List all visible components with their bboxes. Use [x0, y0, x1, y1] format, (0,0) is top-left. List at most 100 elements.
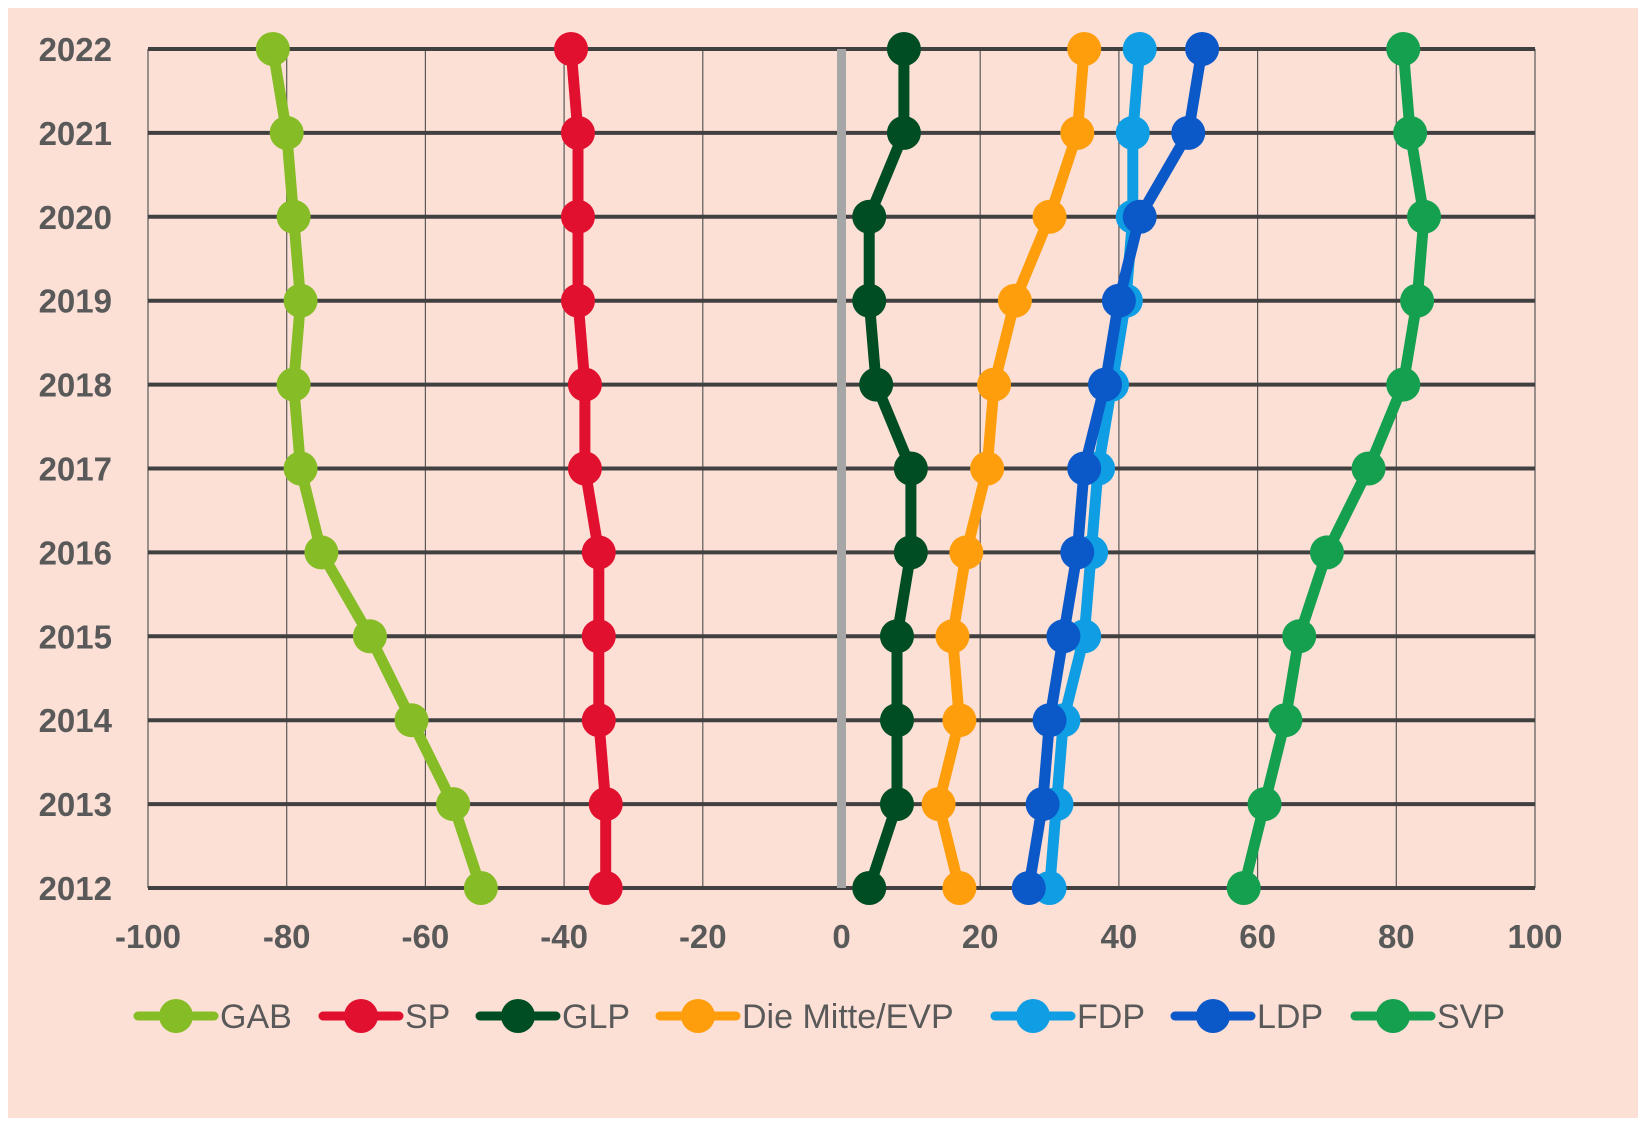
data-point [942, 703, 977, 738]
data-point [1011, 871, 1046, 905]
data-point [1046, 619, 1081, 654]
data-point [581, 703, 616, 738]
y-axis-ticks: 2012 2013 2014 2015 2016 2017 2018 2019 2020 2021… [39, 31, 113, 907]
data-point [554, 32, 589, 66]
legend-label: SVP [1437, 998, 1505, 1036]
series-die-mitte-evp [921, 32, 1102, 905]
data-point [893, 451, 928, 486]
legend-label: GAB [220, 998, 292, 1036]
data-point [588, 871, 623, 905]
y-tick-label: 2018 [39, 367, 112, 404]
data-point [560, 115, 595, 150]
legend-marker [501, 999, 535, 1033]
data-point [942, 871, 977, 905]
data-point [269, 115, 304, 150]
data-point [1067, 32, 1102, 66]
series-glp [852, 32, 928, 905]
data-point [886, 32, 921, 66]
data-point [1060, 535, 1095, 570]
data-point [1386, 32, 1421, 66]
legend-marker [681, 999, 715, 1033]
data-point [879, 619, 914, 654]
data-point [1115, 115, 1150, 150]
data-point [1032, 703, 1067, 738]
data-point [1407, 199, 1442, 234]
data-point [879, 787, 914, 822]
data-point [560, 199, 595, 234]
chart-background [8, 8, 1638, 1118]
legend-marker [159, 999, 193, 1033]
y-tick-label: 2012 [39, 870, 112, 907]
y-tick-label: 2022 [39, 31, 112, 68]
legend-item: SP [318, 998, 450, 1036]
legend-label: GLP [562, 998, 630, 1036]
data-point [997, 283, 1032, 318]
data-point [1101, 283, 1136, 318]
data-point [1309, 535, 1344, 570]
data-point [1400, 283, 1435, 318]
data-point [581, 535, 616, 570]
y-tick-label: 2019 [39, 283, 112, 320]
y-tick-label: 2020 [39, 199, 112, 236]
legend-label: LDP [1257, 998, 1323, 1036]
y-tick-label: 2021 [39, 115, 112, 152]
data-point [852, 871, 887, 905]
series-gab [255, 32, 498, 905]
data-point [1268, 703, 1303, 738]
legend-item: GAB [133, 998, 292, 1036]
data-point [1067, 451, 1102, 486]
y-tick-label: 2016 [39, 534, 112, 571]
legend-marker [1016, 999, 1050, 1033]
data-point [879, 703, 914, 738]
data-point [1247, 787, 1282, 822]
data-point [436, 787, 471, 822]
data-point [560, 283, 595, 318]
data-point [859, 367, 894, 402]
data-point [1025, 787, 1060, 822]
data-point [1226, 871, 1261, 905]
data-point [463, 871, 498, 905]
legend-item: Die Mitte/EVP [655, 998, 954, 1036]
data-point [1060, 115, 1095, 150]
series-group [255, 32, 1442, 905]
series-svp [1226, 32, 1442, 905]
data-point [588, 787, 623, 822]
legend-label: SP [405, 998, 450, 1036]
x-tick-label: 80 [1378, 918, 1415, 955]
legend-label: FDP [1077, 998, 1145, 1036]
x-tick-label: -40 [540, 918, 588, 955]
x-tick-label: 40 [1101, 918, 1138, 955]
data-point [276, 199, 311, 234]
data-point [567, 367, 602, 402]
legend-item: SVP [1350, 998, 1505, 1036]
x-tick-label: 100 [1507, 918, 1562, 955]
data-point [1032, 199, 1067, 234]
data-point [852, 199, 887, 234]
data-point [1171, 115, 1206, 150]
data-point [567, 451, 602, 486]
y-tick-label: 2017 [39, 451, 112, 488]
legend-marker [1196, 999, 1230, 1033]
data-point [893, 535, 928, 570]
data-point [949, 535, 984, 570]
data-point [886, 115, 921, 150]
data-point [852, 283, 887, 318]
data-point [977, 367, 1012, 402]
legend-label: Die Mitte/EVP [742, 998, 954, 1036]
x-tick-label: 60 [1239, 918, 1276, 955]
data-point [1088, 367, 1123, 402]
y-tick-label: 2015 [39, 618, 112, 655]
legend-item: LDP [1170, 998, 1323, 1036]
y-tick-label: 2014 [39, 702, 113, 739]
legend-item: GLP [475, 998, 630, 1036]
x-tick-label: 20 [962, 918, 999, 955]
data-point [283, 451, 318, 486]
data-point [394, 703, 429, 738]
data-point [970, 451, 1005, 486]
series-sp [554, 32, 623, 905]
data-point [283, 283, 318, 318]
data-point [1386, 367, 1421, 402]
data-point [1122, 199, 1157, 234]
